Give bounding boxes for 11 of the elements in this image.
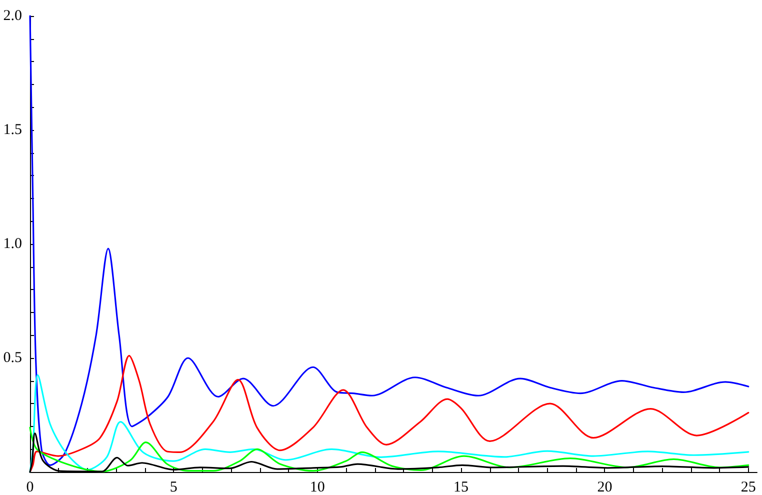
y-tick-label: 1.0	[3, 236, 22, 252]
x-tick-label: 25	[740, 480, 756, 495]
x-tick-label: 20	[597, 480, 612, 495]
x-tick-label: 5	[170, 480, 178, 495]
y-tick-label: 2.0	[3, 8, 22, 24]
x-tick-label: 10	[310, 480, 325, 495]
line-series	[29, 15, 750, 466]
y-tick-label: 0.5	[3, 350, 22, 366]
y-tick-label: 1.5	[3, 122, 22, 138]
x-tick-label: 0	[26, 480, 34, 495]
x-tick-label: 15	[454, 480, 469, 495]
